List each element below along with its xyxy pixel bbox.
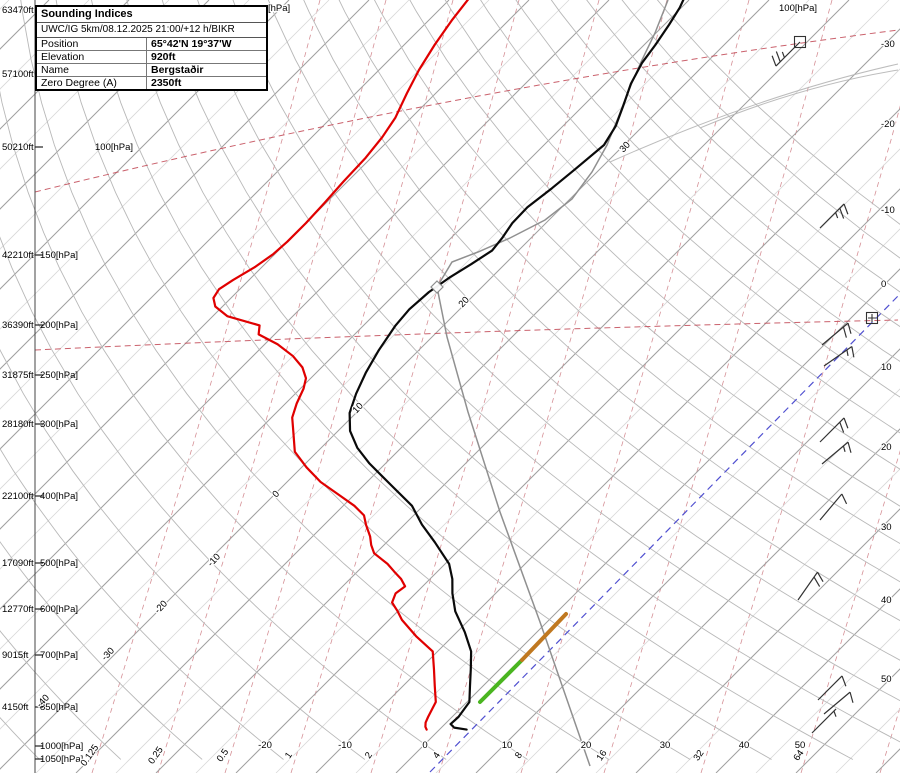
info-row-elevation: Elevation 920ft	[37, 51, 266, 64]
altitude-label: 42210ft	[2, 250, 34, 261]
level-marker-diamond	[430, 280, 444, 294]
altitude-label: 12770ft	[2, 604, 34, 615]
temperature-tick-label: -20	[881, 119, 895, 130]
sounding-info-box: Sounding Indices UWC/IG 5km/08.12.2025 2…	[35, 5, 268, 91]
pressure-label: 300[hPa]	[40, 419, 78, 430]
info-row-position: Position 65°42'N 19°37'W	[37, 38, 266, 51]
pressure-label: 400[hPa]	[40, 491, 78, 502]
info-value: 2350ft	[151, 77, 182, 89]
altitude-label: 31875ft	[2, 370, 34, 381]
sounding-traces	[212, 0, 685, 731]
top-pressure-label: [hPa]	[268, 3, 290, 14]
pressure-axis: 63470ft 57100ft 50210ft 100[hPa] 42210ft 150[…	[2, 0, 133, 773]
dewpoint-trace	[212, 0, 470, 731]
temperature-tick-label: 20	[581, 740, 592, 751]
temperature-tick-label: -10	[881, 205, 895, 216]
pressure-label: 500[hPa]	[40, 558, 78, 569]
pressure-label: 100[hPa]	[95, 142, 133, 153]
wind-barbs	[771, 35, 879, 734]
info-label: Position	[37, 38, 147, 50]
temperature-tick-label: -20	[258, 740, 272, 751]
temperature-tick-label: -10	[338, 740, 352, 751]
temperature-tick-label: 40	[739, 740, 750, 751]
pressure-label: 600[hPa]	[40, 604, 78, 615]
pressure-label: 850[hPa]	[40, 702, 78, 713]
isotherm-label: 0	[270, 489, 282, 500]
altitude-label: 57100ft	[2, 69, 34, 80]
temperature-tick-label: -30	[881, 39, 895, 50]
info-value: Bergstaðir	[151, 64, 204, 76]
mixing-ratio-label: 4	[431, 750, 443, 761]
info-value: 920ft	[151, 51, 176, 63]
bottom-axis-labels: -20 -10 0 10 20 30 40 500.125 0.25 0.5 1 2 4 8 16 32 64	[77, 739, 807, 770]
info-value: 65°42'N 19°37'W	[151, 38, 232, 50]
mixing-ratio-label: 8	[513, 750, 525, 761]
temperature-tick-label: 30	[881, 522, 892, 533]
isotherm-label: -30	[99, 646, 116, 664]
surface-mixing-line	[429, 295, 899, 773]
temperature-tick-label: 50	[881, 674, 892, 685]
top-axis-labels: [hPa] 100[hPa]	[267, 2, 819, 16]
altitude-label: 28180ft	[2, 419, 34, 430]
altitude-label: 50210ft	[2, 142, 34, 153]
temperature-tick-label: 30	[660, 740, 671, 751]
mixing-ratio-label: 0.25	[146, 745, 166, 766]
temperature-tick-label: 20	[881, 442, 892, 453]
pressure-label: 1000[hPa]	[40, 741, 83, 752]
mixing-ratio-label: 16	[594, 748, 609, 763]
mixing-ratio-label: 32	[691, 748, 706, 763]
right-axis-labels: -30 -20 -10 0 10 20 30 40 50	[880, 38, 896, 687]
altitude-label: 22100ft	[2, 491, 34, 502]
info-label: Zero Degree (A)	[37, 77, 147, 89]
altitude-label: 9015ft	[2, 650, 29, 661]
temperature-tick-label: 10	[881, 362, 892, 373]
reference-arcs	[34, 29, 899, 351]
altitude-label: 63470ft	[2, 5, 34, 16]
info-row-zero-degree: Zero Degree (A) 2350ft	[37, 77, 266, 89]
pressure-label: 200[hPa]	[40, 320, 78, 331]
altitude-label: 4150ft	[2, 702, 29, 713]
isotherm-label: 20	[457, 295, 472, 310]
temperature-tick-label: 10	[502, 740, 513, 751]
mixing-ratio-lines	[91, 0, 900, 773]
temperature-tick-label: 40	[881, 595, 892, 606]
temperature-tick-label: 0	[881, 279, 886, 290]
top-pressure-label: 100[hPa]	[779, 3, 817, 14]
info-label: Elevation	[37, 51, 147, 63]
info-model-line: UWC/IG 5km/08.12.2025 21:00/+12 h/BIKR	[37, 23, 266, 38]
info-label: Name	[37, 64, 147, 76]
isotherm-label: -10	[205, 552, 222, 570]
layer-segments	[478, 612, 568, 704]
pressure-label: 1050[hPa]	[40, 754, 83, 765]
info-title: Sounding Indices	[37, 7, 266, 23]
pressure-label: 150[hPa]	[40, 250, 78, 261]
temperature-tick-label: 50	[795, 740, 806, 751]
info-row-name: Name Bergstaðir	[37, 64, 266, 77]
altitude-label: 17090ft	[2, 558, 34, 569]
mixing-ratio-label: 1	[283, 750, 295, 761]
pressure-label: 250[hPa]	[40, 370, 78, 381]
altitude-label: 36390ft	[2, 320, 34, 331]
pressure-label: 700[hPa]	[40, 650, 78, 661]
temperature-trace	[348, 0, 685, 731]
temperature-tick-label: 0	[422, 740, 427, 751]
